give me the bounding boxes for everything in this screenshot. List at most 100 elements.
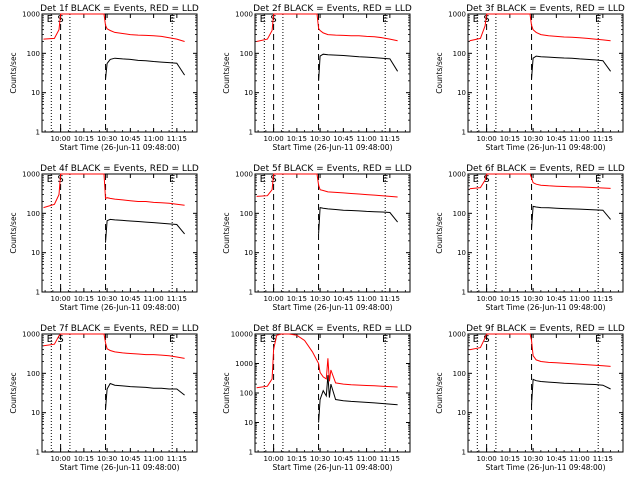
events-series-line (531, 55, 612, 80)
y-tick-label: 1000 (448, 331, 466, 339)
lld-series-line (469, 173, 611, 190)
y-tick-label: 10 (244, 89, 253, 97)
x-tick-label: 11:15 (593, 455, 613, 463)
marker-e: E (473, 14, 479, 25)
x-tick-label: 10:15 (74, 135, 94, 143)
y-axis-label: Counts/sec (435, 372, 444, 413)
x-tick-label: 10:15 (500, 135, 520, 143)
marker-e: E (169, 334, 175, 345)
y-tick-label: 10 (457, 409, 466, 417)
y-axis-label: Counts/sec (222, 372, 231, 413)
axes-frame (254, 13, 411, 133)
lld-series-line (43, 13, 185, 42)
y-tick-label: 10 (244, 419, 253, 427)
y-tick-label: 10 (31, 409, 40, 417)
x-tick-label: 10:30 (97, 295, 117, 303)
lld-series-line (469, 13, 611, 42)
y-tick-label: 1 (36, 129, 40, 137)
x-tick-label: 10:00 (264, 295, 284, 303)
x-tick-label: 10:30 (310, 455, 330, 463)
x-tick-label: 10:30 (310, 295, 330, 303)
x-tick-label: 10:30 (523, 135, 543, 143)
panel-title: Det 6f BLACK = Events, RED = LLD (466, 164, 625, 174)
lld-series-line (43, 173, 185, 209)
marker-e: E (595, 14, 601, 25)
x-tick-label: 10:15 (500, 455, 520, 463)
y-tick-label: 1 (36, 449, 40, 457)
events-series-line (531, 205, 611, 230)
x-tick-label: 10:00 (477, 295, 497, 303)
lld-series-line (256, 13, 398, 42)
x-tick-label: 10:15 (74, 455, 94, 463)
x-tick-label: 10:00 (264, 135, 284, 143)
y-tick-label: 100 (240, 210, 253, 218)
x-tick-label: 10:45 (333, 455, 353, 463)
x-axis-label: Start Time (26-Jun-11 09:48:00) (273, 143, 393, 152)
marker-s: S (270, 334, 276, 345)
marker-e: E (47, 14, 53, 25)
y-tick-label: 10 (31, 89, 40, 97)
lld-series-line (43, 333, 185, 359)
axes-frame (254, 173, 411, 293)
x-tick-label: 10:15 (287, 295, 307, 303)
x-tick-label: 10:00 (51, 455, 71, 463)
marker-e: E (47, 174, 53, 185)
axes-frame (41, 333, 198, 453)
y-tick-label: 100 (27, 50, 40, 58)
x-tick-label: 11:15 (593, 135, 613, 143)
y-tick-label: 100 (240, 50, 253, 58)
panel-title: Det 2f BLACK = Events, RED = LLD (253, 4, 412, 14)
y-axis-label: Counts/sec (222, 212, 231, 253)
y-axis-label: Counts/sec (9, 372, 18, 413)
x-tick-label: 11:15 (167, 295, 187, 303)
x-tick-label: 10:30 (310, 135, 330, 143)
x-tick-label: 10:30 (97, 135, 117, 143)
x-tick-label: 11:15 (593, 295, 613, 303)
y-tick-label: 1000 (235, 11, 253, 19)
x-tick-label: 11:00 (357, 295, 377, 303)
panel-title: Det 9f BLACK = Events, RED = LLD (466, 324, 625, 334)
marker-e: E (473, 334, 479, 345)
x-tick-label: 10:30 (97, 455, 117, 463)
x-tick-label: 11:00 (570, 455, 590, 463)
x-axis-label: Start Time (26-Jun-11 09:48:00) (486, 303, 606, 312)
marker-e: E (595, 174, 601, 185)
x-tick-label: 10:45 (120, 295, 140, 303)
marker-e: E (169, 14, 175, 25)
y-tick-label: 1000 (448, 171, 466, 179)
y-tick-label: 100 (453, 210, 466, 218)
y-tick-label: 1 (462, 129, 466, 137)
y-tick-label: 1000 (235, 360, 253, 368)
y-tick-label: 1000 (22, 331, 40, 339)
y-tick-label: 1 (462, 449, 466, 457)
x-tick-label: 10:00 (477, 455, 497, 463)
x-tick-label: 10:00 (264, 455, 284, 463)
panel-title: Det 3f BLACK = Events, RED = LLD (466, 4, 625, 14)
x-tick-label: 10:45 (546, 135, 566, 143)
x-axis-label: Start Time (26-Jun-11 09:48:00) (273, 303, 393, 312)
x-tick-label: 10:45 (333, 295, 353, 303)
x-tick-label: 10:45 (546, 455, 566, 463)
x-axis-label: Start Time (26-Jun-11 09:48:00) (273, 463, 393, 472)
panel-title: Det 4f BLACK = Events, RED = LLD (40, 164, 199, 174)
lld-series-line (469, 333, 611, 367)
x-tick-label: 11:00 (144, 295, 164, 303)
axes-frame (467, 173, 624, 293)
x-axis-label: Start Time (26-Jun-11 09:48:00) (60, 143, 180, 152)
x-axis-label: Start Time (26-Jun-11 09:48:00) (486, 143, 606, 152)
x-tick-label: 11:00 (570, 135, 590, 143)
y-tick-label: 1 (462, 289, 466, 297)
events-series-line (105, 382, 185, 410)
axes-frame (41, 173, 198, 293)
marker-e: E (47, 334, 53, 345)
y-tick-label: 1 (36, 289, 40, 297)
